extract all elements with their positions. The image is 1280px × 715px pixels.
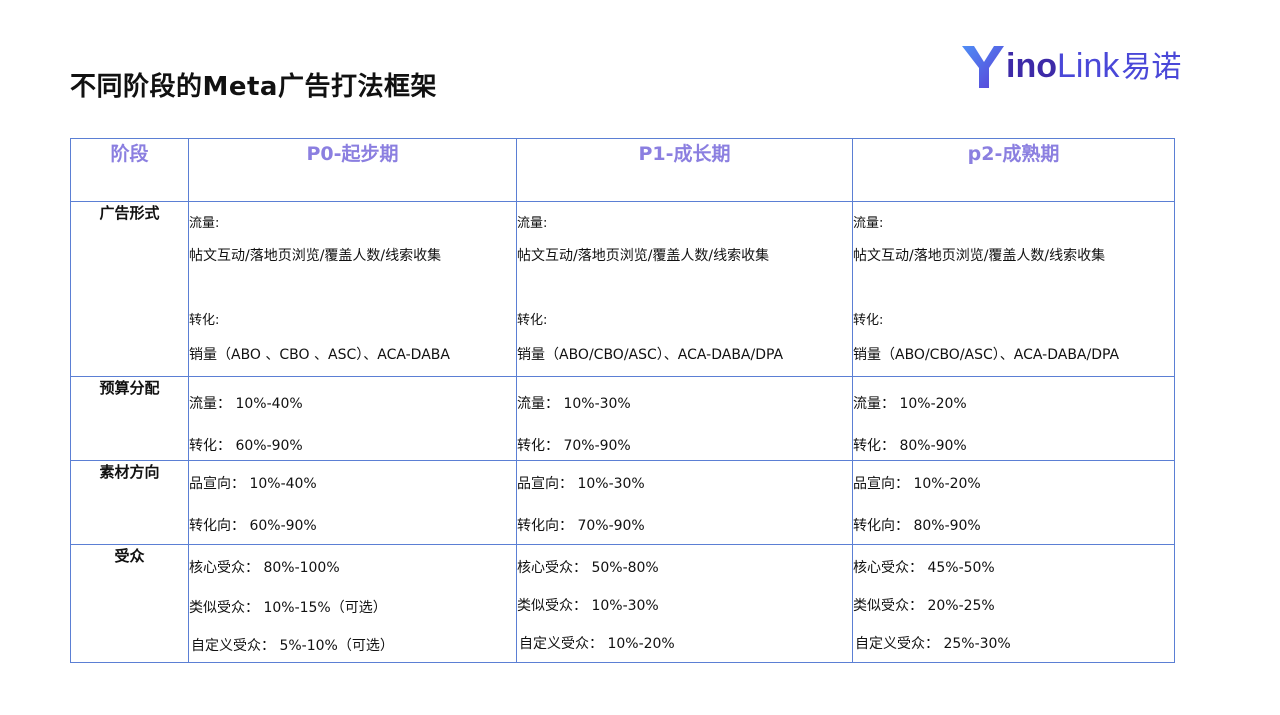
- cell-line: 流量： 10%-20%: [853, 396, 967, 412]
- table-cell: 流量: 帖文互动/落地页浏览/覆盖人数/线索收集 转化: 销量（ABO 、CBO…: [188, 201, 517, 377]
- cell-line: 类似受众： 10%-15%（可选）: [189, 600, 387, 616]
- cell-line: 帖文互动/落地页浏览/覆盖人数/线索收集: [189, 248, 442, 264]
- cell-line: 转化： 60%-90%: [189, 438, 303, 454]
- framework-table: 阶段 P0-起步期 P1-成长期 p2-成熟期 广告形式 流量: 帖文互动/落地…: [70, 138, 1175, 663]
- cell-line: 品宣向： 10%-30%: [517, 476, 645, 492]
- cell-line: 流量:: [517, 216, 548, 231]
- logo-y-icon: [962, 46, 1004, 88]
- row-label: 广告形式: [70, 201, 189, 377]
- yinolink-logo: inoLink易诺: [960, 40, 1181, 92]
- cell-line: 流量： 10%-40%: [189, 396, 303, 412]
- cell-line: 转化向： 60%-90%: [189, 518, 317, 534]
- cell-line: 流量： 10%-30%: [517, 396, 631, 412]
- cell-line: 转化:: [189, 313, 220, 328]
- table-cell: 核心受众： 80%-100% 类似受众： 10%-15%（可选） 自定义受众： …: [188, 544, 517, 663]
- table-row-creative: 素材方向 品宣向： 10%-40% 转化向： 60%-90% 品宣向： 10%-…: [70, 460, 1175, 545]
- cell-line: 自定义受众： 10%-20%: [519, 636, 675, 652]
- table-cell: 品宣向： 10%-20% 转化向： 80%-90%: [852, 460, 1175, 545]
- cell-line: 类似受众： 20%-25%: [853, 598, 995, 614]
- cell-line: 转化:: [517, 313, 548, 328]
- row-label: 素材方向: [70, 460, 189, 545]
- cell-line: 转化： 70%-90%: [517, 438, 631, 454]
- cell-line: 转化向： 70%-90%: [517, 518, 645, 534]
- cell-line: 流量:: [853, 216, 884, 231]
- cell-line: 销量（ABO 、CBO 、ASC）、ACA-DABA: [189, 347, 450, 363]
- cell-line: 销量（ABO/CBO/ASC）、ACA-DABA/DPA: [517, 347, 784, 363]
- cell-line: 品宣向： 10%-20%: [853, 476, 981, 492]
- table-cell: 流量： 10%-20% 转化： 80%-90%: [852, 376, 1175, 461]
- cell-line: 核心受众： 50%-80%: [517, 560, 659, 576]
- cell-line: 品宣向： 10%-40%: [189, 476, 317, 492]
- table-cell: 流量: 帖文互动/落地页浏览/覆盖人数/线索收集 转化: 销量（ABO/CBO/…: [852, 201, 1175, 377]
- table-cell: 流量： 10%-30% 转化： 70%-90%: [516, 376, 853, 461]
- table-cell: 核心受众： 45%-50% 类似受众： 20%-25% 自定义受众： 25%-3…: [852, 544, 1175, 663]
- table-cell: 品宣向： 10%-40% 转化向： 60%-90%: [188, 460, 517, 545]
- header-stage: 阶段: [70, 138, 189, 202]
- header-p0: P0-起步期: [188, 138, 517, 202]
- cell-line: 帖文互动/落地页浏览/覆盖人数/线索收集: [853, 248, 1106, 264]
- cell-line: 转化： 80%-90%: [853, 438, 967, 454]
- cell-line: 流量:: [189, 216, 220, 231]
- cell-line: 自定义受众： 25%-30%: [855, 636, 1011, 652]
- row-label: 预算分配: [70, 376, 189, 461]
- logo-text-ino: ino: [1006, 47, 1057, 85]
- logo-text-cn: 易诺: [1121, 50, 1182, 85]
- table-row-ad-format: 广告形式 流量: 帖文互动/落地页浏览/覆盖人数/线索收集 转化: 销量（ABO…: [70, 201, 1175, 377]
- row-label: 受众: [70, 544, 189, 663]
- cell-line: 类似受众： 10%-30%: [517, 598, 659, 614]
- cell-line: 自定义受众： 5%-10%（可选）: [191, 638, 394, 654]
- table-header-row: 阶段 P0-起步期 P1-成长期 p2-成熟期: [70, 138, 1175, 202]
- table-cell: 流量： 10%-40% 转化： 60%-90%: [188, 376, 517, 461]
- header-p2: p2-成熟期: [852, 138, 1175, 202]
- cell-line: 帖文互动/落地页浏览/覆盖人数/线索收集: [517, 248, 770, 264]
- cell-line: 销量（ABO/CBO/ASC）、ACA-DABA/DPA: [853, 347, 1120, 363]
- table-cell: 品宣向： 10%-30% 转化向： 70%-90%: [516, 460, 853, 545]
- cell-line: 核心受众： 80%-100%: [189, 560, 340, 576]
- logo-wordmark: inoLink易诺: [1006, 49, 1181, 83]
- table-cell: 流量: 帖文互动/落地页浏览/覆盖人数/线索收集 转化: 销量（ABO/CBO/…: [516, 201, 853, 377]
- table-row-budget: 预算分配 流量： 10%-40% 转化： 60%-90% 流量： 10%-30%…: [70, 376, 1175, 461]
- cell-line: 转化向： 80%-90%: [853, 518, 981, 534]
- header-p1: P1-成长期: [516, 138, 853, 202]
- logo-text-link: Link: [1056, 47, 1120, 85]
- cell-line: 转化:: [853, 313, 884, 328]
- table-row-audience: 受众 核心受众： 80%-100% 类似受众： 10%-15%（可选） 自定义受…: [70, 544, 1175, 663]
- table-cell: 核心受众： 50%-80% 类似受众： 10%-30% 自定义受众： 10%-2…: [516, 544, 853, 663]
- cell-line: 核心受众： 45%-50%: [853, 560, 995, 576]
- page-title: 不同阶段的Meta广告打法框架: [70, 72, 437, 102]
